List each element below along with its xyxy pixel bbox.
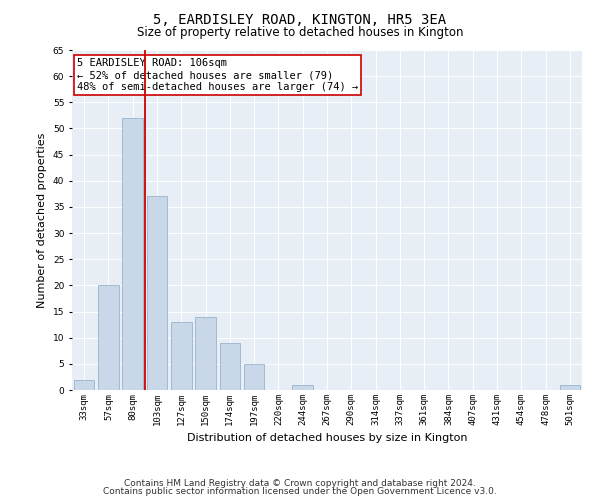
- Bar: [74, 380, 94, 390]
- Text: 5, EARDISLEY ROAD, KINGTON, HR5 3EA: 5, EARDISLEY ROAD, KINGTON, HR5 3EA: [154, 12, 446, 26]
- Text: Size of property relative to detached houses in Kington: Size of property relative to detached ho…: [137, 26, 463, 39]
- Bar: [146, 196, 167, 390]
- Bar: [292, 385, 313, 390]
- Text: 5 EARDISLEY ROAD: 106sqm
← 52% of detached houses are smaller (79)
48% of semi-d: 5 EARDISLEY ROAD: 106sqm ← 52% of detach…: [77, 58, 358, 92]
- Text: Contains HM Land Registry data © Crown copyright and database right 2024.: Contains HM Land Registry data © Crown c…: [124, 478, 476, 488]
- Bar: [98, 286, 119, 390]
- Bar: [195, 317, 216, 390]
- Bar: [122, 118, 143, 390]
- X-axis label: Distribution of detached houses by size in Kington: Distribution of detached houses by size …: [187, 434, 467, 444]
- Bar: [171, 322, 191, 390]
- Bar: [560, 385, 580, 390]
- Y-axis label: Number of detached properties: Number of detached properties: [37, 132, 47, 308]
- Text: Contains public sector information licensed under the Open Government Licence v3: Contains public sector information licen…: [103, 487, 497, 496]
- Bar: [220, 343, 240, 390]
- Bar: [244, 364, 265, 390]
